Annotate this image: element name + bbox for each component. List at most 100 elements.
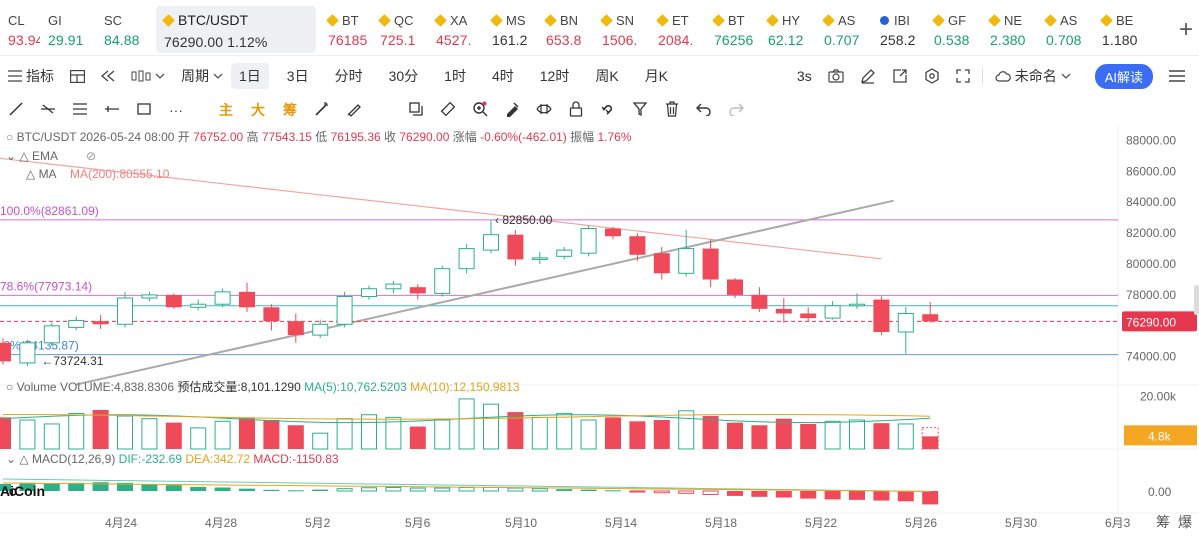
ticker-item[interactable]: SN 1506. — [594, 0, 650, 55]
ticker-item[interactable]: CL 93.94 — [0, 0, 40, 55]
trend-line — [75, 199, 894, 386]
macd-dif-line — [2, 478, 931, 493]
macd-bar — [849, 491, 865, 500]
lock-icon[interactable] — [560, 100, 592, 120]
exchange-logo-icon — [988, 13, 1001, 27]
ma-label: △ MA — [26, 167, 57, 181]
ticker-item[interactable]: AS 0.708 — [1038, 0, 1094, 55]
ohlc-info-part: 振幅 — [570, 129, 597, 144]
ma200-line — [0, 157, 882, 260]
tf-30m[interactable]: 30分 — [381, 63, 427, 89]
copy-icon[interactable] — [400, 101, 432, 119]
ticker-item[interactable]: HY 62.12 — [760, 0, 816, 55]
trend-line-icon[interactable] — [0, 101, 32, 119]
volume-info-part: MA(5):10,762.5203 — [304, 380, 410, 394]
ticker-item[interactable]: BN 653.8 — [538, 0, 594, 55]
ticker-symbol-text: MS — [506, 12, 526, 28]
volume-bar — [385, 416, 402, 450]
indicator-button[interactable]: 指标 — [0, 63, 62, 89]
redo-icon[interactable] — [720, 102, 752, 119]
main-force-button[interactable]: 主 — [219, 102, 233, 118]
volume-bar — [507, 412, 524, 449]
price-tick-label: 86000.00 — [1126, 164, 1176, 178]
divider — [981, 68, 983, 84]
macd-bar — [92, 482, 109, 491]
filter-icon[interactable] — [624, 101, 656, 119]
tf-week[interactable]: 周K — [587, 63, 626, 89]
ai-button-wrap: AI解读 — [1087, 63, 1161, 89]
tf-12h[interactable]: 12时 — [532, 63, 578, 89]
kline-chart[interactable]: 88000.00 86000.00 84000.00 82000.00 80000.00… — [0, 125, 1199, 549]
ticker-item[interactable]: BT 76256 — [706, 0, 760, 55]
more-tools-icon[interactable]: ··· — [169, 102, 183, 118]
rectangle-icon[interactable] — [128, 102, 160, 118]
ticker-item[interactable]: BE 1.180 — [1094, 0, 1150, 55]
horizontal-ray-icon[interactable] — [32, 102, 64, 119]
highlighter-icon[interactable] — [496, 101, 528, 120]
fib-label: .8%(74135.87) — [0, 339, 79, 353]
ticker-item[interactable]: IBI 258.2 — [872, 0, 926, 55]
camera-icon[interactable] — [820, 63, 852, 89]
ticker-item[interactable]: SC 84.88 — [96, 0, 152, 55]
ticker-item[interactable]: ET 2084. — [650, 0, 706, 55]
ticker-symbol: GI — [48, 12, 96, 28]
scroll-handle — [1194, 285, 1199, 315]
magnet-icon[interactable] — [592, 101, 624, 120]
macd-bar — [409, 487, 426, 492]
current-price-tag — [1122, 311, 1197, 332]
tf-month[interactable]: 月K — [637, 63, 676, 89]
undo-icon[interactable] — [688, 102, 720, 119]
ohlc-info-part: ○ — [6, 130, 17, 144]
ticker-item[interactable]: NE 2.380 — [982, 0, 1038, 55]
period-dropdown[interactable]: 周期 — [173, 63, 231, 89]
tf-4h[interactable]: 4时 — [484, 63, 522, 89]
eye-icon[interactable] — [528, 102, 560, 119]
zoom-in-icon[interactable] — [464, 101, 496, 120]
rewind-icon[interactable] — [93, 63, 123, 89]
ticker-item[interactable]: MS 161.2 — [484, 0, 538, 55]
share-icon[interactable] — [884, 63, 916, 89]
ticker-item[interactable]: QC 725.1 — [372, 0, 428, 55]
ticker-item[interactable]: XA 4527. — [428, 0, 484, 55]
pen-icon[interactable] — [852, 63, 884, 89]
fullscreen-icon[interactable] — [948, 63, 978, 89]
tf-3d[interactable]: 3日 — [279, 63, 317, 89]
parallel-lines-icon[interactable] — [64, 102, 96, 118]
ticker-item[interactable]: BT 76185 — [320, 0, 372, 55]
exchange-logo-icon — [656, 13, 669, 27]
settings-icon[interactable] — [916, 63, 948, 89]
large-order-button[interactable]: 大 — [251, 102, 265, 118]
macd-bar — [678, 490, 695, 494]
exchange-logo-icon — [434, 13, 447, 27]
layout-name-dropdown[interactable]: 未命名 — [987, 63, 1079, 89]
tf-1d[interactable]: 1日 — [231, 63, 269, 89]
ticker-item[interactable]: GI 29.91 — [40, 0, 96, 55]
macd-bar — [531, 488, 548, 492]
ai-analysis-button[interactable]: AI解读 — [1094, 63, 1153, 89]
ticker-item[interactable]: GF 0.538 — [926, 0, 982, 55]
exchange-logo-icon — [162, 13, 175, 27]
volume-info-part: MA(10):12,150.9813 — [410, 380, 520, 394]
ticker-item-active[interactable]: BTC/USDT 76290.00 1.12% — [156, 6, 316, 53]
more-menu-icon[interactable] — [1161, 63, 1193, 89]
tf-1h[interactable]: 1时 — [436, 63, 474, 89]
volume-bar — [678, 410, 695, 450]
magic-wand-icon[interactable] — [306, 101, 338, 120]
brush-icon[interactable] — [338, 101, 370, 120]
tf-timeline[interactable]: 分时 — [327, 63, 371, 89]
ticker-symbol: BTC/USDT — [162, 12, 310, 28]
ma200-value: MA(200):80555.10 — [70, 167, 170, 181]
refresh-interval[interactable]: 3s — [789, 63, 820, 89]
add-ticker-icon[interactable]: + — [1178, 16, 1193, 43]
chart-type-icon[interactable] — [123, 63, 173, 89]
ticker-item[interactable]: AS 0.707 — [816, 0, 872, 55]
trash-icon[interactable] — [656, 100, 688, 120]
volume-bar — [190, 427, 207, 450]
ruler-icon[interactable] — [432, 101, 464, 120]
layout-icon[interactable] — [62, 63, 93, 89]
candle-body — [0, 342, 11, 362]
exchange-logo-icon — [490, 13, 503, 27]
chip-button[interactable]: 筹 — [283, 102, 297, 118]
ohlc-info: ○ BTC/USDT 2026-05-24 08:00 开 76752.00 高… — [6, 129, 632, 144]
horizontal-line-icon[interactable] — [96, 102, 128, 118]
